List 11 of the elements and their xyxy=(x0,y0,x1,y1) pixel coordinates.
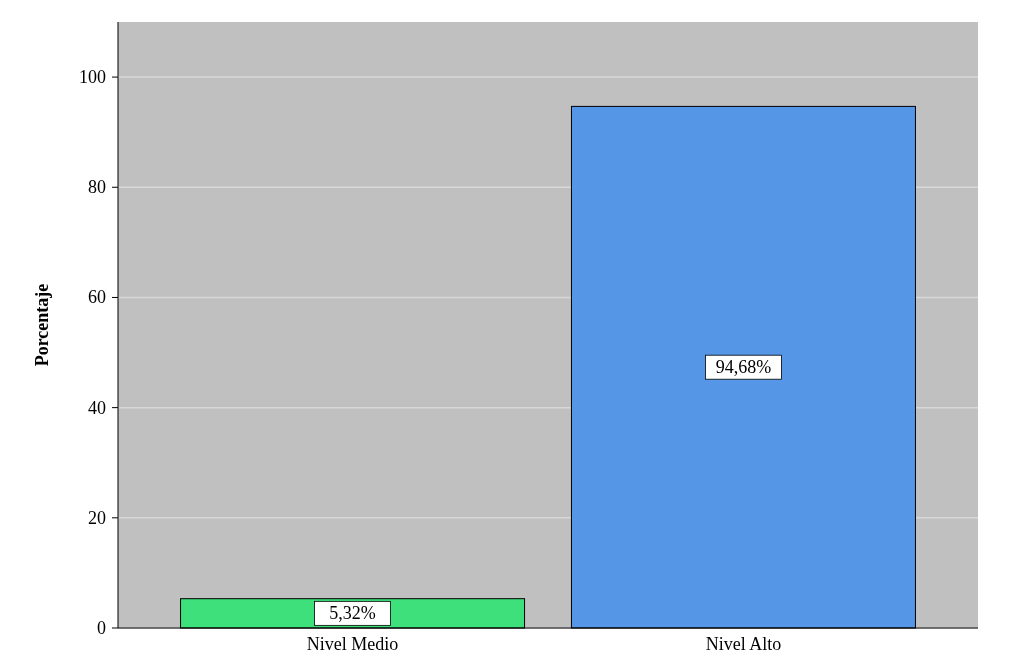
y-tick-label: 80 xyxy=(88,177,106,198)
x-tick-label: Nivel Alto xyxy=(705,634,782,654)
x-tick-label: Nivel Medio xyxy=(306,634,399,654)
y-axis-title: Porcentaje xyxy=(32,283,52,367)
y-tick-label: 20 xyxy=(88,507,106,528)
y-tick-label: 0 xyxy=(97,618,106,638)
y-tick-label: 100 xyxy=(79,67,106,88)
y-tick-label: 40 xyxy=(88,397,106,418)
data-label: 94,68% xyxy=(715,357,772,378)
data-label: 5,32% xyxy=(329,603,376,624)
y-tick-label: 60 xyxy=(88,287,106,308)
